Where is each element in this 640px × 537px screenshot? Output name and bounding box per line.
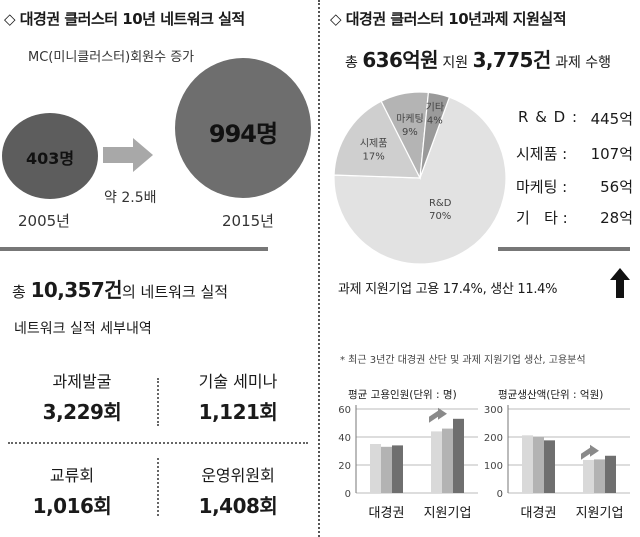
category-label-1: 지원기업: [576, 506, 624, 521]
y-tick-label-2: 200: [484, 433, 503, 444]
total-prefix: 총: [12, 283, 31, 301]
breakdown-value-marketing: 56억: [600, 178, 633, 196]
pie-percent-1: 17%: [363, 151, 385, 162]
summary-amount: 636억원: [362, 48, 438, 72]
pie-label-2: 마케팅: [396, 113, 424, 125]
breakdown-label-rd: R & D :: [518, 108, 579, 126]
panel-divider: [318, 0, 321, 537]
summary-prefix: 총: [345, 55, 363, 71]
bar-0-2: [544, 440, 555, 493]
right-section-title: ◇ 대경권 클러스터 10년과제 지원실적: [330, 10, 567, 28]
detail-title: 네트워크 실적 세부내역: [14, 321, 152, 337]
bubble-2015-label: 994명: [208, 120, 278, 148]
pie-percent-0: 70%: [429, 211, 451, 222]
y-tick-label-2: 40: [338, 433, 351, 444]
total-suffix: 의 네트워크 실적: [121, 283, 229, 301]
stats-hdivider: [8, 442, 308, 444]
summary-suffix: 과제 수행: [550, 55, 612, 71]
stats-vdivider-bottom: [157, 458, 159, 516]
y-tick-label-0: 0: [497, 489, 503, 500]
breakdown-value-other: 28억: [600, 209, 633, 227]
y-tick-label-3: 60: [338, 405, 351, 416]
bar-0-1: [533, 437, 544, 493]
trend-arrow-icon: [581, 444, 599, 460]
breakdown-label-other: 기 타 :: [516, 209, 568, 227]
summary-mid: 지원: [437, 55, 473, 71]
stat-label-project: 과제발굴: [52, 372, 112, 391]
breakdown-label-marketing: 마케팅 :: [516, 178, 568, 196]
up-arrow-icon: [610, 268, 630, 298]
breakdown-label-proto: 시제품 :: [516, 145, 568, 163]
support-pie-chart: R&D 70% 시제품 17% 마케팅 9% 기타 4%: [333, 91, 507, 265]
bar-0-1: [381, 446, 392, 493]
bar-0-0: [522, 435, 533, 493]
bar-1-0: [583, 459, 594, 493]
bar-1-1: [594, 459, 605, 493]
bubble-2005: [2, 113, 98, 199]
stat-label-seminar: 기술 세미나: [198, 372, 278, 391]
growth-arrow-icon: [103, 138, 153, 172]
breakdown-value-proto: 107억: [590, 145, 633, 163]
trend-arrow-icon: [429, 407, 447, 423]
bar-1-1: [442, 428, 453, 493]
summary-count: 3,775건: [472, 48, 552, 72]
bar-1-0: [431, 431, 442, 493]
pie-slice-1: [333, 100, 421, 179]
category-label-1: 지원기업: [424, 506, 472, 521]
year-2015-label: 2015년: [222, 212, 274, 230]
pie-label-3: 기타: [426, 102, 444, 114]
employment-chart-title: 평균 고용인원(단위 : 명): [348, 389, 457, 401]
total-value: 10,357건: [30, 278, 123, 302]
employment-bar-chart: 0 20 40 60 대경권 지원기업: [338, 405, 478, 521]
stat-value-exchange: 1,016회: [32, 494, 112, 518]
members-caption: MC(미니클러스터)회원수 증가: [28, 50, 195, 65]
right-divider: [498, 247, 630, 251]
y-tick-label-1: 100: [484, 461, 503, 472]
bar-1-2: [453, 418, 464, 493]
growth-label: 약 2.5배: [104, 190, 157, 206]
support-summary: 총 636억원 지원 3,775건 과제 수행: [345, 44, 611, 73]
category-label-0: 대경권: [521, 506, 557, 521]
bar-0-2: [392, 445, 403, 493]
stat-label-committee: 운영위원회: [201, 466, 275, 485]
left-section-title: ◇ 대경권 클러스터 10년 네트워크 실적: [4, 10, 245, 28]
pie-slice-0: [333, 96, 507, 265]
total-network: 총 10,357건의 네트워크 실적: [12, 274, 228, 303]
category-label-0: 대경권: [369, 506, 405, 521]
stat-value-committee: 1,408회: [198, 494, 278, 518]
stat-value-project: 3,229회: [42, 400, 122, 424]
bar-0-0: [370, 444, 381, 493]
pie-slice-3: [419, 91, 451, 179]
stat-label-exchange: 교류회: [49, 466, 95, 485]
pie-percent-3: 4%: [427, 116, 443, 127]
bubble-2005-label: 403명: [25, 149, 75, 168]
y-tick-label-0: 0: [345, 489, 351, 500]
production-bar-chart: 0 100 200 300 대경권 지원기업: [484, 405, 630, 521]
pie-label-1: 시제품: [360, 137, 388, 149]
production-chart-title: 평균생산액(단위 : 억원): [498, 389, 604, 401]
stats-vdivider-top: [157, 378, 159, 426]
breakdown-value-rd: 445억: [590, 110, 633, 128]
bubble-2015: [175, 58, 311, 198]
effect-text: 과제 지원기업 고용 17.4%, 생산 11.4%: [338, 282, 558, 297]
y-tick-label-1: 20: [338, 461, 351, 472]
left-divider: [0, 247, 268, 251]
stat-value-seminar: 1,121회: [198, 400, 278, 424]
footnote: * 최근 3년간 대경권 산단 및 과제 지원기업 생산, 고용분석: [340, 355, 586, 366]
pie-percent-2: 9%: [402, 127, 418, 138]
pie-label-0: R&D: [429, 198, 452, 209]
y-tick-label-3: 300: [484, 405, 503, 416]
bar-1-2: [605, 455, 616, 493]
year-2005-label: 2005년: [18, 212, 70, 230]
